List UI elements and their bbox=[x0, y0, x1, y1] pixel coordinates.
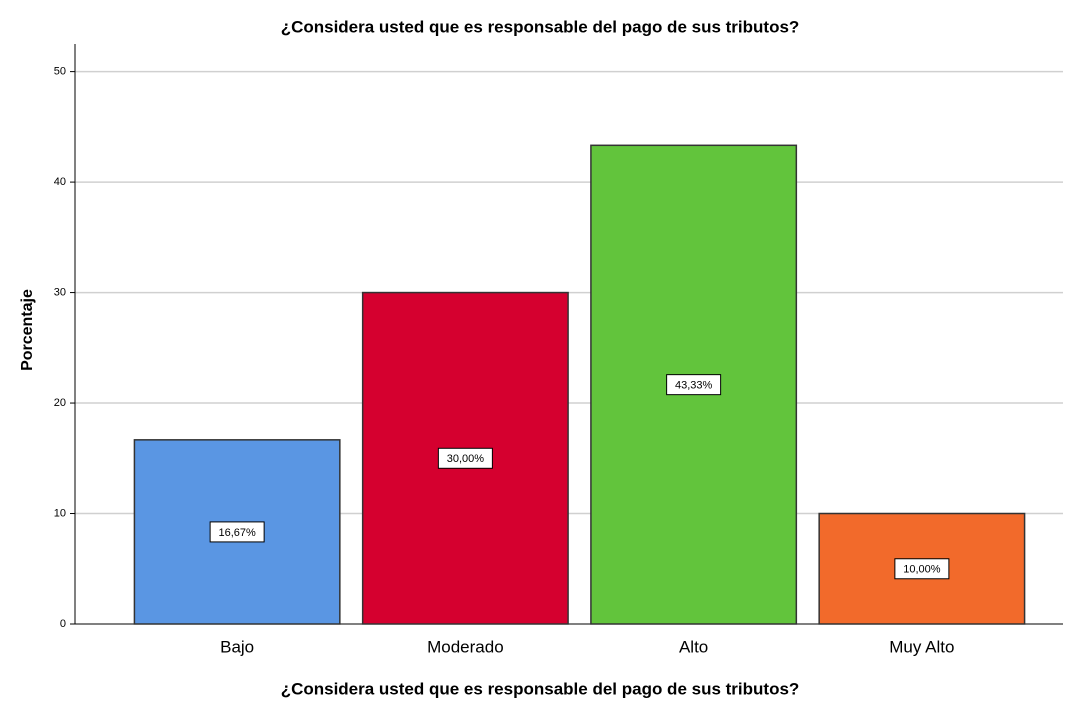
y-tick-label: 50 bbox=[54, 66, 66, 78]
y-tick-label: 10 bbox=[54, 507, 66, 519]
value-label: 43,33% bbox=[675, 380, 713, 392]
y-tick-label: 20 bbox=[54, 397, 66, 409]
value-label-box bbox=[209, 521, 265, 543]
x-axis-label: ¿Considera usted que es responsable del … bbox=[281, 679, 800, 698]
x-tick-label: Alto bbox=[679, 637, 708, 656]
x-tick-label: Bajo bbox=[220, 637, 254, 656]
value-label-box bbox=[894, 558, 950, 580]
y-tick-label: 30 bbox=[54, 286, 66, 298]
x-tick-label: Moderado bbox=[427, 637, 504, 656]
value-label-box bbox=[666, 374, 722, 396]
chart-title: ¿Considera usted que es responsable del … bbox=[281, 17, 800, 36]
value-label: 16,67% bbox=[218, 527, 256, 539]
value-label-box bbox=[437, 447, 493, 469]
y-axis-label: Porcentaje bbox=[19, 289, 36, 371]
x-tick-label: Muy Alto bbox=[889, 637, 954, 656]
value-label: 10,00% bbox=[903, 564, 941, 576]
y-tick-label: 40 bbox=[54, 176, 66, 188]
y-tick-label: 0 bbox=[60, 618, 66, 630]
value-label: 30,00% bbox=[447, 453, 485, 465]
